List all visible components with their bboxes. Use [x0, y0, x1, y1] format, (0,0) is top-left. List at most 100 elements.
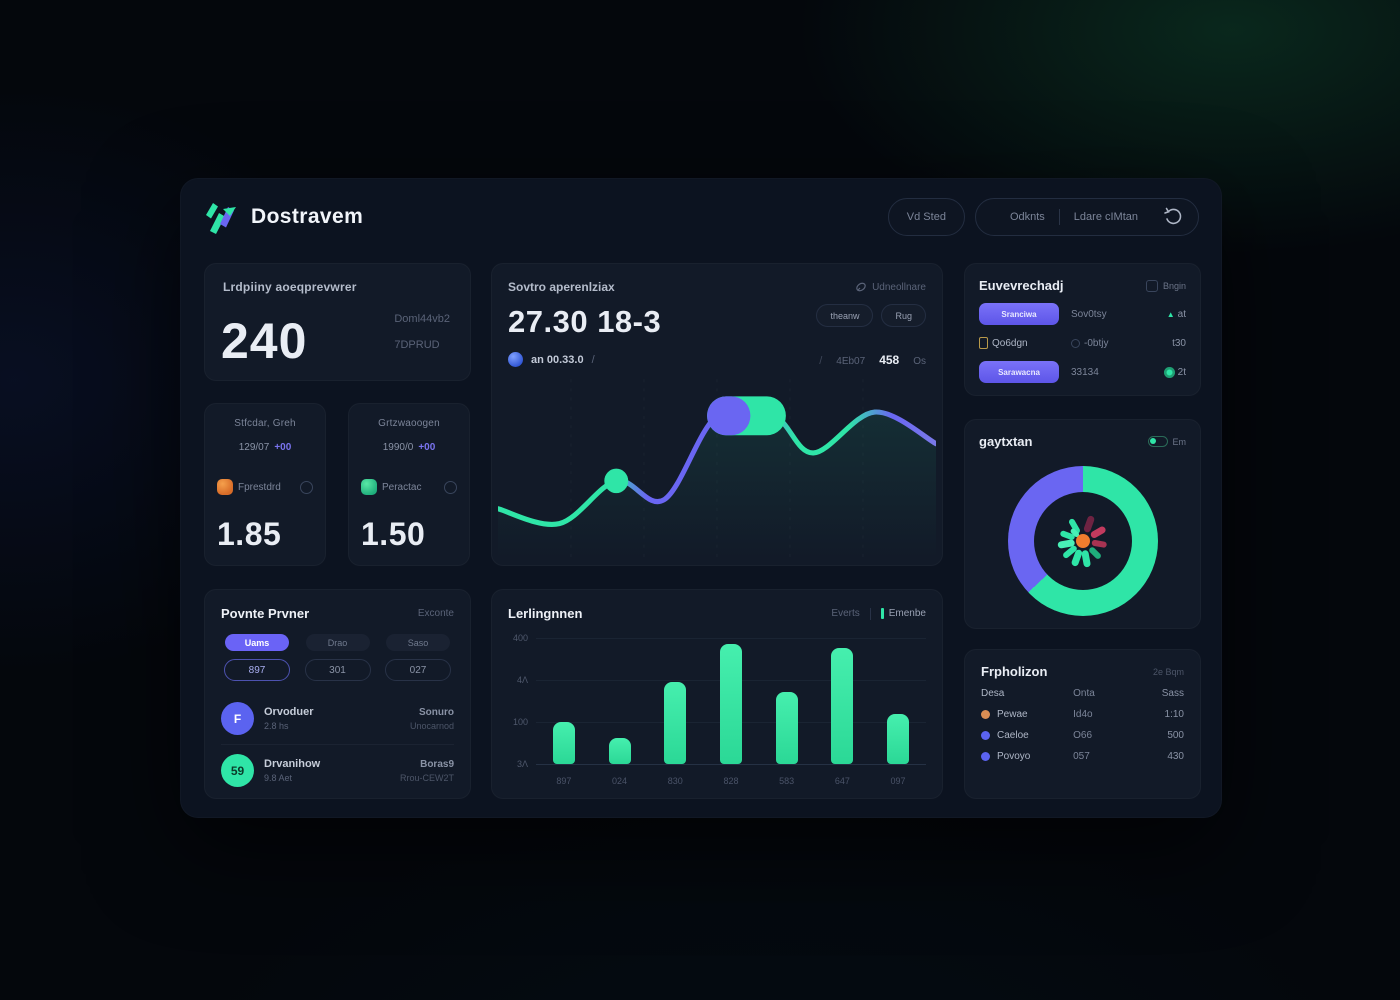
- x-tick-label: 024: [612, 776, 628, 786]
- tab-2-value: 301: [304, 659, 371, 681]
- up-arrow-icon: ▲: [1166, 309, 1175, 319]
- meta-duration: an 00.33.0: [531, 353, 584, 366]
- table-panel-action[interactable]: 2e Bqm: [1152, 666, 1184, 677]
- table-header-col3: Sass: [1161, 688, 1184, 699]
- meta-code: 4Eb07: [836, 355, 866, 367]
- exchange-pill-button[interactable]: Sranciwa: [979, 303, 1059, 325]
- exchange-row-mid-text: -0btjy: [1084, 337, 1109, 349]
- exchange-row-mid: 33134: [1071, 366, 1099, 378]
- table-row: Caeloe O66 500: [981, 730, 1184, 741]
- exchange-panel-action-label: Bngin: [1162, 280, 1186, 291]
- avatar: 59: [221, 754, 254, 787]
- ring-icon[interactable]: [300, 480, 313, 494]
- mini-card-1-value: 129/07: [238, 442, 270, 453]
- legend-item-2[interactable]: Emenbe: [880, 608, 926, 619]
- mini-card-1-value-row: 129/07 +00: [217, 442, 313, 453]
- coin-icon: [1163, 366, 1175, 378]
- exchange-pill-button[interactable]: Sarawacna: [979, 361, 1059, 383]
- main-chart-meta: an 00.33.0 / / 4Eb07 458 Os: [508, 352, 926, 367]
- stat-card-side: Doml44vb2 7DPRUD: [394, 306, 450, 358]
- header: Dostravem Vd Sted Odknts Ldare cIMtan: [203, 195, 1199, 239]
- mini-card-2-value: 1990/0: [382, 442, 414, 453]
- exchange-row-label: Qo6dgn: [979, 337, 1059, 349]
- tab-1[interactable]: Uams: [225, 634, 289, 651]
- main-chart-link[interactable]: Udneollnare: [855, 281, 926, 293]
- dashboard-panel: Dostravem Vd Sted Odknts Ldare cIMtan: [180, 178, 1222, 818]
- table-header-col2: Onta: [1073, 688, 1095, 699]
- table-row: Pewae Id4o 1:10: [981, 709, 1184, 720]
- toggle-icon[interactable]: [1147, 436, 1168, 447]
- mini-card-1-label-row: Fprestdrd: [217, 479, 313, 495]
- tab-3[interactable]: Saso: [386, 634, 450, 651]
- points-panel-title: Povnte Prvner: [221, 606, 310, 621]
- left-column: Lrdpiiny aoeqprevwrer 240 Doml44vb2 7DPR…: [204, 263, 471, 799]
- exchange-row-mid: -0btjy: [1059, 338, 1148, 349]
- legend-item-2-label: Emenbe: [888, 608, 926, 619]
- mini-card-2-label: Peractac: [382, 481, 422, 493]
- x-tick-label: 097: [890, 776, 906, 786]
- donut-panel-action[interactable]: Em: [1147, 436, 1186, 447]
- header-group-right-label[interactable]: Ldare cIMtan: [1073, 211, 1138, 223]
- table-cell-name: Caeloe: [997, 730, 1029, 741]
- exchange-row: Sranciwa Sov0tsy ▲ at: [979, 303, 1186, 325]
- list-item-name: Drvanihow: [264, 758, 321, 770]
- header-button-single[interactable]: Vd Sted: [887, 198, 965, 236]
- line-chart: [498, 373, 936, 559]
- bag-icon: [361, 479, 377, 495]
- flame-icon: [217, 479, 233, 495]
- list-item-right-bottom: Unocarnod: [409, 720, 454, 731]
- mini-card-2-label-row: Peractac: [361, 479, 457, 495]
- table-cell-name: Povoyo: [997, 751, 1031, 762]
- mini-card-1-big-value: 1.85: [217, 516, 282, 552]
- app-title: Dostravem: [251, 205, 364, 228]
- stat-card-value: 240: [221, 313, 308, 369]
- table-cell-mid: 057: [1073, 751, 1090, 762]
- table-cell-name: Pewae: [997, 709, 1028, 720]
- status-dot: [981, 710, 990, 719]
- bar-chart-card: Lerlingnnen Everts Emenbe 400 4Λ 100 3Λ 897…: [491, 589, 943, 799]
- exchange-row-right: t30: [1148, 338, 1186, 349]
- refresh-icon[interactable]: [1162, 206, 1184, 228]
- tab-1-value: 897: [224, 659, 290, 681]
- mini-card-2-delta: +00: [418, 442, 436, 453]
- bar: [664, 682, 687, 764]
- chart-range-button-1[interactable]: theanw: [816, 304, 874, 327]
- mini-card-2-title: Grtzwaoogen: [378, 418, 440, 429]
- list-item-right-bottom: Rrou-CEW2T: [399, 772, 454, 783]
- list-item-right-top: Sonuro: [419, 706, 454, 718]
- main-chart-title: Sovtro aperenlziax: [508, 280, 615, 294]
- tab-2[interactable]: Drao: [305, 634, 370, 651]
- x-tick-label: 828: [723, 776, 739, 786]
- list-item[interactable]: F Orvoduer 2.8 hs Sonuro Unocarnod: [221, 693, 454, 744]
- donut-chart: [1007, 466, 1158, 617]
- bar-chart-bars: [536, 638, 926, 764]
- exchange-panel-title: Euvevrechadj: [979, 278, 1064, 293]
- dot-marker: [604, 468, 629, 494]
- exchange-row-right-label: 2t: [1177, 366, 1186, 378]
- main-chart-card: Sovtro aperenlziax Udneollnare 27.30 18-…: [491, 263, 943, 566]
- mini-card-1-delta: +00: [274, 442, 292, 453]
- grid-icon: [1145, 279, 1158, 292]
- header-button-group[interactable]: Odknts Ldare cIMtan: [974, 198, 1199, 236]
- bar-chart-plot-area: 400 4Λ 100 3Λ: [506, 634, 926, 769]
- list-item[interactable]: 59 Drvanihow 9.8 Aet Boras9 Rrou-CEW2T: [221, 744, 454, 796]
- header-group-left-label[interactable]: Odknts: [1009, 211, 1045, 223]
- exchange-panel-action[interactable]: Bngin: [1145, 279, 1186, 292]
- logo-icon: [203, 200, 239, 234]
- table-row: Povoyo 057 430: [981, 751, 1184, 762]
- table-cell-right: 1:10: [1164, 709, 1184, 720]
- ring-icon[interactable]: [444, 480, 457, 494]
- status-dot: [981, 752, 990, 761]
- stat-side-line1: Doml44vb2: [394, 313, 450, 325]
- x-tick-label: 647: [834, 776, 850, 786]
- points-panel-link[interactable]: Exconte: [417, 608, 454, 619]
- logo[interactable]: Dostravem: [203, 200, 363, 234]
- chart-range-button-2[interactable]: Rug: [881, 304, 926, 327]
- table-cell-mid: O66: [1073, 730, 1093, 741]
- legend-item-1[interactable]: Everts: [831, 608, 860, 619]
- mini-card-row: Stfcdar, Greh 129/07 +00 Fprestdrd 1.85 G…: [204, 403, 471, 566]
- tab-3-value: 027: [385, 659, 451, 681]
- x-tick-label: 583: [779, 776, 795, 786]
- table-panel: Frpholizon 2e Bqm Desa Onta Sass Pewae I…: [964, 649, 1201, 799]
- meta-separator: /: [591, 353, 595, 366]
